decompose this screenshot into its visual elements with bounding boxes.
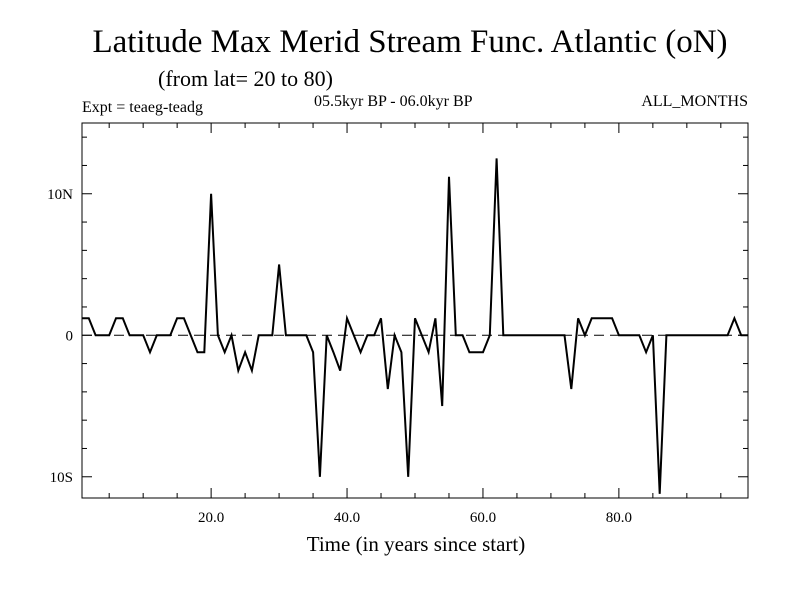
experiment-label: Expt = teaeg-teadg: [82, 99, 203, 116]
y-tick-label: 10N: [47, 187, 73, 203]
x-tick-label: 60.0: [470, 510, 496, 526]
months-label: ALL_MONTHS: [641, 93, 748, 110]
tick-labels: 20.0 40.0 60.0 80.0 10N 0 10S: [47, 187, 632, 526]
x-tick-label: 40.0: [334, 510, 360, 526]
chart-title: Latitude Max Merid Stream Func. Atlantic…: [92, 24, 728, 60]
x-tick-label: 80.0: [606, 510, 632, 526]
series-group: [81, 158, 749, 494]
major-ticks: [82, 123, 748, 498]
y-tick-label: 10S: [50, 470, 73, 486]
series-line: [82, 158, 748, 494]
chart-subtitle: (from lat= 20 to 80): [158, 66, 333, 91]
x-axis-label: Time (in years since start): [306, 532, 526, 556]
period-label: 05.5kyr BP - 06.0kyr BP: [314, 93, 473, 110]
x-tick-label: 20.0: [198, 510, 224, 526]
y-tick-label: 0: [66, 328, 74, 344]
minor-ticks: [82, 123, 748, 498]
plot-frame: [81, 122, 749, 499]
